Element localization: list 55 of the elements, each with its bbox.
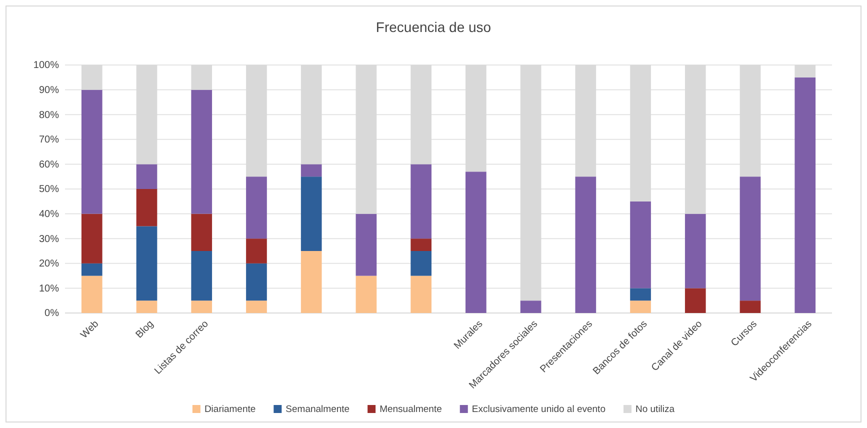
- bar: [684, 288, 706, 313]
- bar: [520, 300, 542, 313]
- bar: [81, 90, 102, 214]
- bar: [466, 172, 486, 313]
- y-tick-label: 30%: [38, 234, 60, 245]
- bar: [794, 77, 816, 313]
- y-tick-label: 60%: [38, 159, 60, 170]
- bar: [81, 263, 102, 276]
- bar: [191, 214, 212, 251]
- bar: [191, 90, 212, 214]
- legend-label: Mensualmente: [380, 404, 442, 415]
- y-tick-label: 20%: [38, 258, 60, 270]
- bar: [191, 251, 212, 301]
- bar: [410, 164, 432, 239]
- bar: [356, 214, 377, 276]
- bar: [81, 276, 102, 313]
- bar: [740, 300, 761, 313]
- bar: [630, 201, 651, 288]
- bar: [410, 238, 432, 251]
- bar: [191, 300, 212, 313]
- legend-label: No utiliza: [635, 404, 676, 415]
- bar: [246, 176, 267, 239]
- x-tick-label: Web: [78, 318, 102, 341]
- bar: [300, 176, 322, 251]
- bar: [136, 164, 158, 189]
- bar: [740, 176, 761, 301]
- bar: [136, 226, 158, 301]
- bar: [410, 276, 432, 313]
- y-tick-label: 40%: [38, 209, 60, 220]
- bar: [356, 276, 377, 313]
- bar: [410, 251, 432, 276]
- y-tick-label: 100%: [33, 60, 60, 72]
- bar: [575, 176, 596, 313]
- chart-title: Frecuencia de uso: [376, 19, 492, 35]
- y-tick-label: 80%: [38, 110, 60, 121]
- bar: [246, 238, 267, 264]
- bar: [136, 189, 158, 226]
- x-tick-label: Blog: [134, 318, 156, 341]
- y-tick-label: 90%: [38, 85, 60, 96]
- bar: [300, 251, 322, 313]
- bar: [630, 288, 651, 301]
- bar: [81, 214, 102, 264]
- legend-label: Diariamente: [204, 404, 256, 415]
- bar: [246, 263, 267, 301]
- bar: [136, 300, 158, 313]
- y-tick-label: 10%: [38, 283, 60, 294]
- bar: [300, 164, 322, 177]
- y-tick-label: 0%: [44, 308, 60, 320]
- y-tick-label: 50%: [38, 184, 60, 196]
- y-tick-label: 70%: [38, 134, 60, 146]
- bar: [630, 300, 651, 313]
- legend-label: Semanalmente: [286, 404, 350, 415]
- bar: [246, 300, 267, 313]
- legend-label: Exclusivamente unido al evento: [472, 404, 606, 415]
- bar: [684, 214, 706, 288]
